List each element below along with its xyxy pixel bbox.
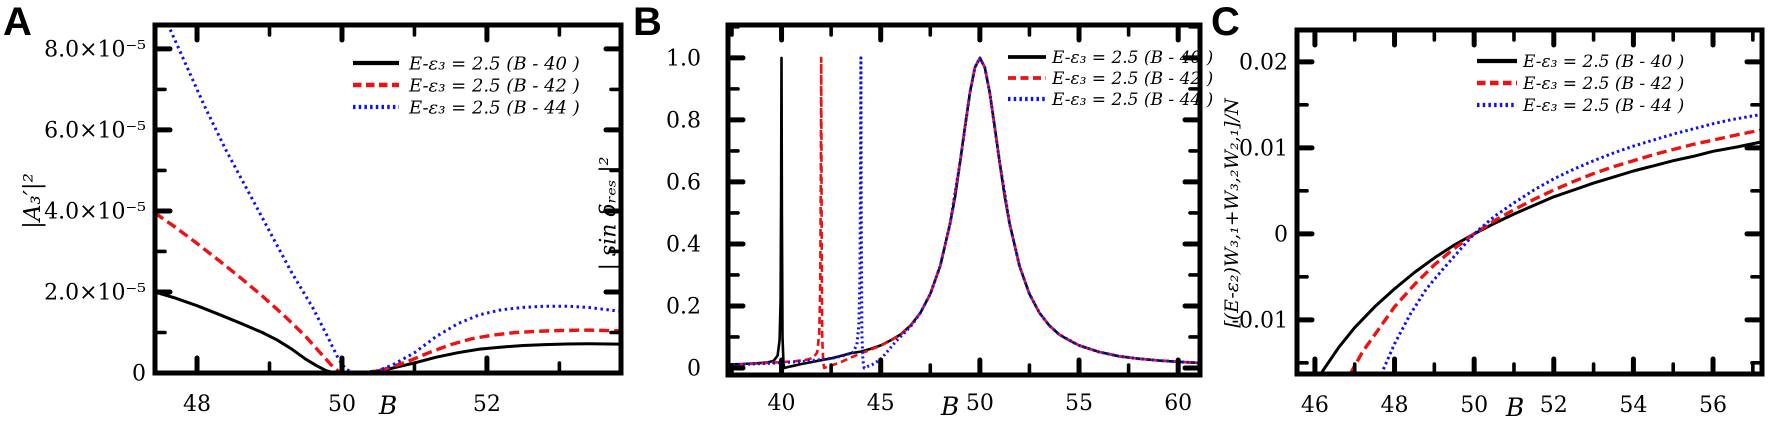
x-tick-label: 48 — [183, 392, 211, 417]
series-line-b44 — [730, 56, 1198, 370]
series-line-b42 — [157, 212, 619, 371]
x-tick-label: 40 — [768, 391, 796, 416]
legend-label-b44: E-ε₃ = 2.5 (B - 44 ) — [1522, 96, 1684, 116]
legend-label-b42: E-ε₃ = 2.5 (B - 42 ) — [408, 75, 580, 96]
panel-c-y-axis-title: [(E-ε₂)W₃,₁+W₃,₂W₂,₁]/N — [1221, 98, 1243, 328]
y-tick-label: -0.01 — [1232, 308, 1288, 333]
x-tick-label: 46 — [1301, 393, 1329, 418]
y-tick-label: 0.8 — [666, 108, 701, 133]
legend-label-b40: E-ε₃ = 2.5 (B - 40 ) — [408, 53, 580, 74]
y-tick-label: 4.0×10⁻⁵ — [44, 199, 146, 224]
x-tick-label: 48 — [1381, 393, 1409, 418]
series-line-b40 — [1320, 140, 1760, 372]
legend-label-b42: E-ε₃ = 2.5 (B - 42 ) — [1051, 69, 1213, 89]
x-tick-label: 50 — [966, 391, 994, 416]
panel-c-x-axis-title: B — [1505, 393, 1525, 422]
x-tick-label: 54 — [1619, 393, 1647, 418]
x-tick-label: 60 — [1164, 391, 1192, 416]
series-line-b42 — [1349, 128, 1760, 372]
x-tick-label: 55 — [1065, 391, 1093, 416]
legend-label-b40: E-ε₃ = 2.5 (B - 40 ) — [1522, 52, 1684, 72]
y-tick-label: 8.0×10⁻⁵ — [44, 37, 146, 62]
x-tick-label: 45 — [867, 391, 895, 416]
panel-b-letter: B — [633, 0, 662, 44]
series-line-b40 — [157, 291, 619, 371]
legend-label-b44: E-ε₃ = 2.5 (B - 44 ) — [408, 97, 580, 118]
y-tick-label: 0.01 — [1239, 136, 1288, 161]
panel-a-x-axis-title: B — [378, 391, 398, 420]
legend-label-b40: E-ε₃ = 2.5 (B - 40 ) — [1051, 48, 1213, 68]
panel-b-x-axis-title: B — [940, 392, 960, 421]
panel-c-letter: C — [1211, 0, 1240, 44]
y-tick-label: 0 — [1274, 222, 1288, 247]
y-tick-label: 6.0×10⁻⁵ — [44, 118, 146, 143]
x-tick-label: 52 — [1540, 393, 1568, 418]
series-line-b44 — [1380, 113, 1760, 372]
y-tick-label: 0.02 — [1239, 50, 1288, 75]
y-tick-label: 0.4 — [666, 232, 701, 257]
panel-b-y-axis-title: | sin δᵣₑₛ |² — [596, 156, 622, 271]
series-line-b42 — [730, 56, 1198, 370]
y-tick-label: 1.0 — [666, 46, 701, 71]
axis-frame-C — [1294, 27, 1765, 377]
y-tick-label: 0.2 — [666, 294, 701, 319]
panel-a-letter: A — [3, 0, 32, 44]
legend-label-b42: E-ε₃ = 2.5 (B - 42 ) — [1522, 74, 1684, 94]
y-tick-label: 2.0×10⁻⁵ — [44, 281, 146, 306]
x-tick-label: 56 — [1699, 393, 1727, 418]
x-tick-label: 50 — [1460, 393, 1488, 418]
axis-frame-A — [152, 22, 624, 376]
y-tick-label: 0.6 — [666, 170, 701, 195]
x-tick-label: 50 — [328, 392, 356, 417]
panel-a-y-axis-title: |A₃′|² — [20, 173, 46, 229]
legend-label-b44: E-ε₃ = 2.5 (B - 44 ) — [1051, 90, 1213, 110]
x-tick-label: 52 — [473, 392, 501, 417]
y-tick-label: 0 — [687, 357, 701, 382]
y-tick-label: 0 — [132, 362, 146, 387]
axis-frame-B — [725, 22, 1203, 378]
